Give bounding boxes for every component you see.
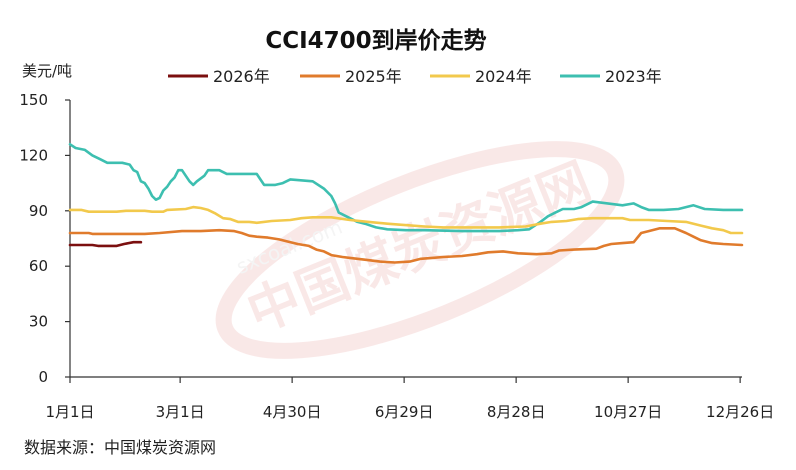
y-tick-label: 150 — [19, 91, 48, 109]
x-tick-label: 10月27日 — [594, 403, 662, 421]
y-tick-label: 120 — [19, 146, 48, 164]
legend-label: 2024年 — [475, 67, 532, 86]
x-tick-label: 6月29日 — [375, 403, 434, 421]
legend-label: 2026年 — [213, 67, 270, 86]
x-tick-label: 3月1日 — [156, 403, 205, 421]
legend-label: 2023年 — [605, 67, 662, 86]
x-tick-label: 12月26日 — [706, 403, 774, 421]
series-line-2025年 — [68, 227, 744, 264]
axes — [69, 100, 742, 378]
series-line-2024年 — [68, 205, 744, 235]
y-tick-label: 90 — [29, 202, 48, 220]
ticks: 0 30 60 90 120 150 1月1日 3月1日 4月30日 6月29日 8月28日 10月2… — [19, 91, 774, 421]
x-tick-label: 1月1日 — [45, 403, 94, 421]
y-tick-label: 60 — [29, 257, 48, 275]
y-tick-label: 0 — [38, 368, 48, 386]
plot-area — [68, 143, 744, 264]
y-axis-unit: 美元/吨 — [22, 62, 72, 80]
x-tick-label: 4月30日 — [263, 403, 322, 421]
x-tick-label: 8月28日 — [487, 403, 546, 421]
legend-label: 2025年 — [345, 67, 402, 86]
y-tick-label: 30 — [29, 313, 48, 331]
chart-title: CCI4700到岸价走势 — [265, 28, 486, 54]
source-note: 数据来源：中国煤炭资源网 — [24, 438, 216, 457]
series-line-2023年 — [68, 143, 744, 233]
series-line-2026年 — [68, 240, 143, 248]
legend: 2026年 2025年 2024年 2023年 — [168, 67, 662, 86]
